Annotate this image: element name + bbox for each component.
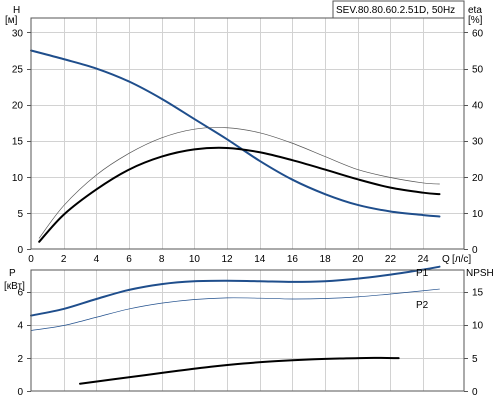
top-series-2-line (38, 146, 441, 243)
bottom-left-tick-label: 0 (17, 387, 23, 398)
x-tick-label: 8 (159, 254, 165, 265)
power-axis-unit: [кВт] (4, 281, 25, 292)
bottom-grid (31, 270, 464, 391)
top-left-tick-label: 5 (17, 209, 23, 220)
bottom-series-2-line (79, 356, 400, 385)
top-left-tick-label: 30 (12, 28, 24, 39)
top-left-tick-label: 10 (12, 173, 24, 184)
bottom-tick-labels: 0 2 4 6 0 5 10 15 (17, 288, 483, 398)
top-curves (30, 49, 441, 243)
bottom-left-tick-label: 2 (17, 354, 23, 365)
top-right-tick-label: 40 (472, 101, 484, 112)
chart-title: SEV.80.80.60.2.51D, 50Hz (336, 5, 455, 16)
bottom-curves (30, 265, 441, 385)
power-npsh-panel: P [кВт] NPSH P1 P2 0 2 4 6 0 5 10 15 (4, 265, 494, 398)
flow-axis-label: Q (442, 254, 450, 265)
npsh-axis-label: NPSH (466, 268, 494, 279)
p2-series-label: P2 (416, 300, 429, 311)
x-tick-label: 24 (418, 254, 430, 265)
head-efficiency-panel: SEV.80.80.60.2.51D, 50Hz H [м] eta [%] Q… (5, 0, 484, 265)
bottom-right-tick-label: 15 (472, 288, 484, 299)
top-right-tick-label: 20 (472, 173, 484, 184)
title-box (332, 0, 465, 19)
x-tick-label: 18 (320, 254, 332, 265)
top-right-tick-label: 60 (472, 28, 484, 39)
top-right-tick-label: 10 (472, 209, 484, 220)
top-right-tick-label: 30 (472, 137, 484, 148)
x-tick-label: 22 (385, 254, 397, 265)
x-tick-label: 0 (28, 254, 34, 265)
head-axis-unit: [м] (5, 15, 18, 26)
bottom-right-tick-label: 0 (472, 387, 478, 398)
bottom-right-tick-label: 10 (472, 321, 484, 332)
efficiency-axis-label: eta (468, 5, 482, 16)
x-tick-label: 16 (287, 254, 299, 265)
x-tick-label: 4 (94, 254, 100, 265)
bottom-plot-frame (30, 269, 465, 392)
top-right-tick-label: 0 (472, 245, 478, 256)
bottom-series-0-line (30, 265, 441, 317)
top-series-1-line (38, 127, 440, 239)
x-tick-label: 12 (222, 254, 234, 265)
x-tick-label: 10 (189, 254, 201, 265)
top-left-tick-label: 15 (12, 137, 24, 148)
top-grid (31, 18, 464, 249)
top-left-tick-label: 25 (12, 65, 24, 76)
power-axis-label: P (9, 268, 16, 279)
head-axis-label: H (13, 5, 20, 16)
flow-axis-unit: [л/с] (452, 254, 471, 265)
x-tick-label: 14 (254, 254, 266, 265)
efficiency-axis-unit: [%] (468, 15, 483, 26)
x-tick-label: 6 (126, 254, 132, 265)
top-left-tick-label: 0 (17, 245, 23, 256)
bottom-left-tick-label: 4 (17, 321, 23, 332)
bottom-left-tick-label: 6 (17, 288, 23, 299)
top-plot-frame (30, 17, 465, 250)
top-left-tick-label: 20 (12, 101, 24, 112)
bottom-right-tick-label: 5 (472, 354, 478, 365)
x-tick-label: 20 (352, 254, 364, 265)
top-right-tick-label: 50 (472, 65, 484, 76)
p1-series-label: P1 (416, 268, 429, 279)
bottom-series-1-line (30, 288, 440, 331)
top-tick-labels: 0 2 4 6 8 10 12 14 16 18 20 22 240510152025300102030… (12, 28, 484, 265)
x-tick-label: 2 (61, 254, 67, 265)
